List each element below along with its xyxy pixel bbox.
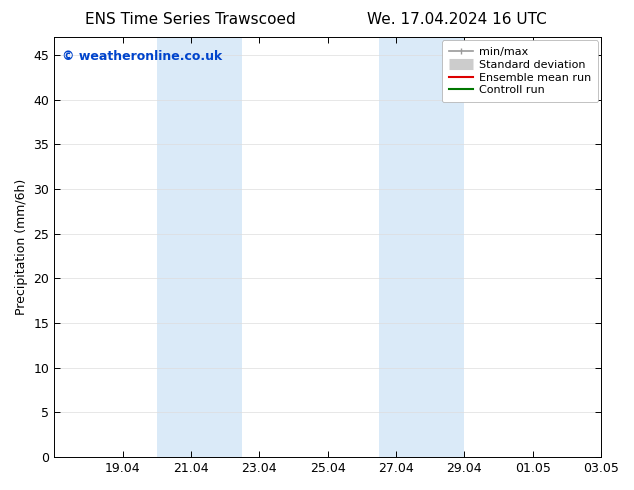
Text: We. 17.04.2024 16 UTC: We. 17.04.2024 16 UTC xyxy=(366,12,547,27)
Text: © weatheronline.co.uk: © weatheronline.co.uk xyxy=(63,49,223,63)
Bar xyxy=(157,37,242,457)
Text: ENS Time Series Trawscoed: ENS Time Series Trawscoed xyxy=(85,12,295,27)
Bar xyxy=(379,37,464,457)
Legend: min/max, Standard deviation, Ensemble mean run, Controll run: min/max, Standard deviation, Ensemble me… xyxy=(442,40,598,102)
Y-axis label: Precipitation (mm/6h): Precipitation (mm/6h) xyxy=(15,179,28,315)
